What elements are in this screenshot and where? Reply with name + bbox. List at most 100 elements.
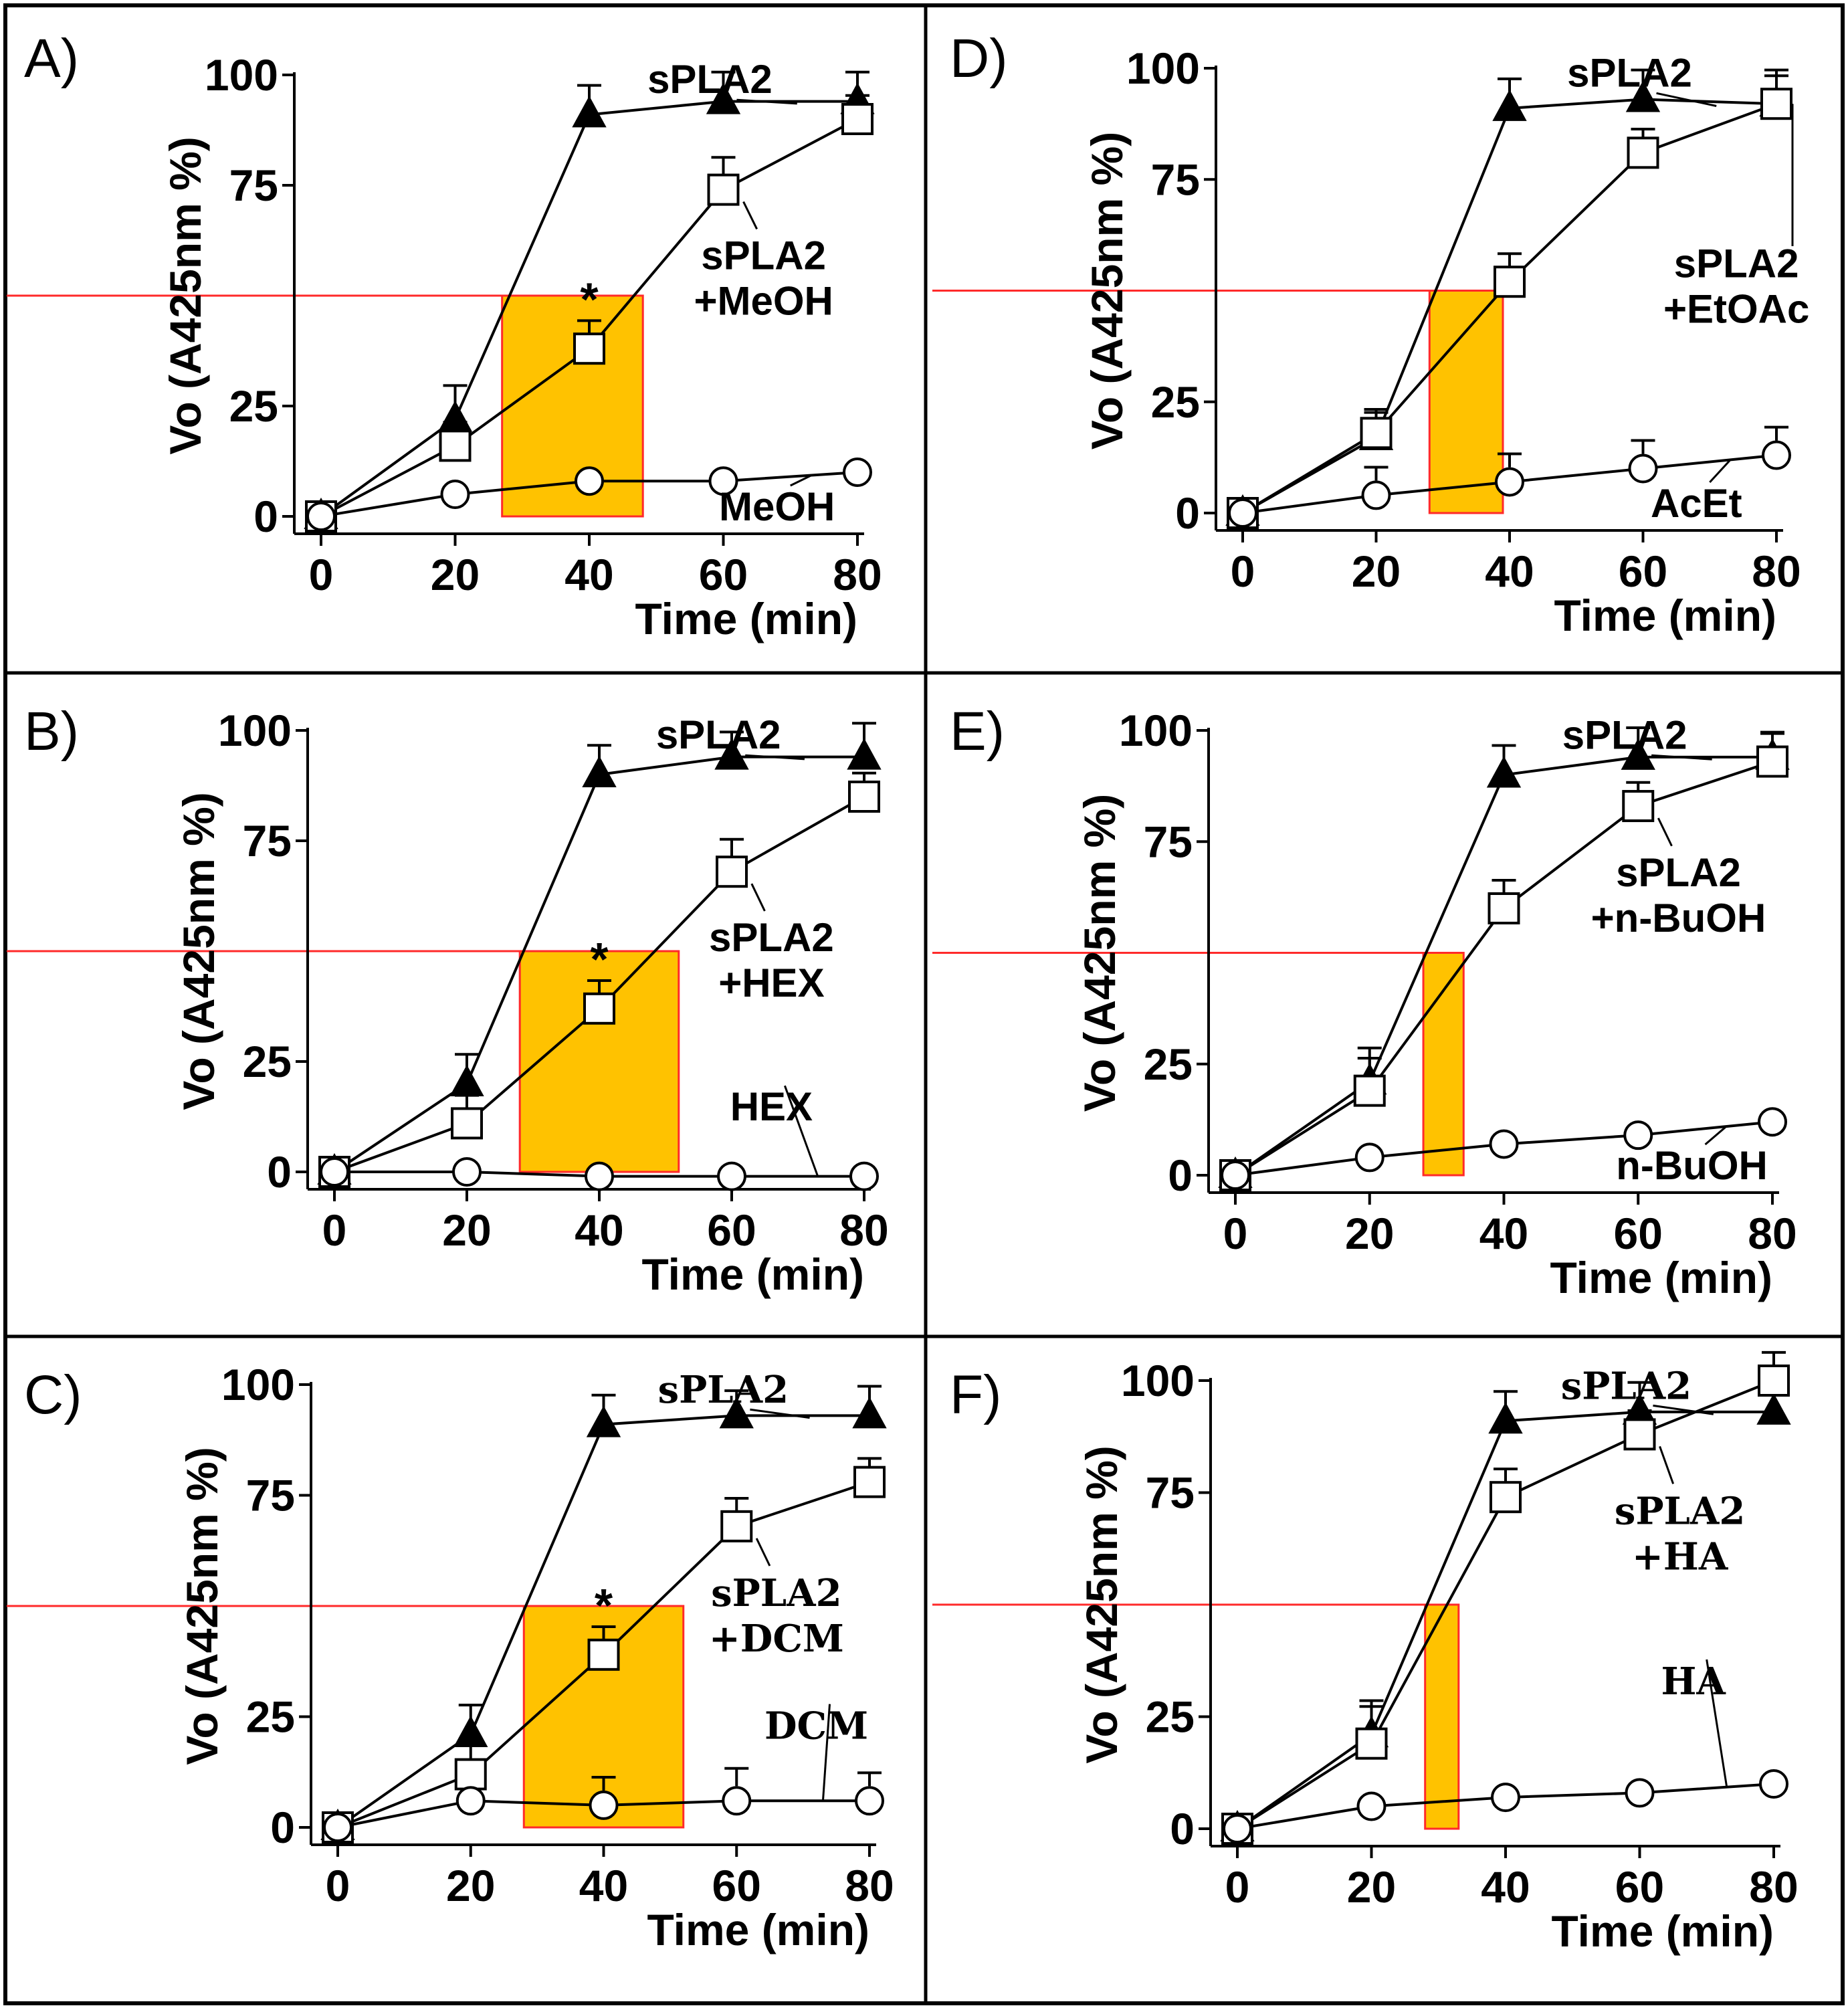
x-tick-label: 20 [446,1861,495,1910]
x-tick-label: 0 [1231,546,1255,596]
y-axis-title: Vo (A425nm %) [174,792,223,1110]
marker-square [1353,1074,1386,1107]
marker-triangle [1488,1402,1523,1434]
x-tick-label: 0 [322,1205,347,1255]
x-axis-title: Time (min) [1550,1253,1772,1302]
y-tick-label: 75 [246,1471,295,1520]
marker-circle [717,1161,746,1191]
marker-circle [1495,467,1524,497]
leader-line-mid [742,201,758,230]
marker-square [716,856,748,888]
series-label-bottom: MeOH [719,484,835,529]
y-axis-title: Vo (A425nm %) [1075,794,1124,1112]
marker-circle [1491,1783,1520,1813]
panel-letter: E) [950,701,1005,762]
series-label-mid-line: sPLA2 [1615,1489,1745,1533]
leader-line-bottom [1706,1659,1728,1788]
y-axis-title: Vo (A425nm %) [1077,1445,1126,1764]
marker-triangle [852,1397,887,1429]
leader-line-mid [1657,817,1673,847]
marker-triangle [714,738,749,770]
significance-asterisk: * [580,273,599,325]
marker-circle [589,1790,619,1820]
y-axis-title: Vo (A425nm %) [161,136,210,455]
y-tick-label: 0 [1168,1150,1193,1200]
significance-asterisk: * [595,1579,613,1631]
marker-square [1622,790,1655,823]
marker-circle [1759,1769,1788,1799]
x-tick-label: 40 [1479,1209,1528,1258]
marker-circle [1489,1129,1519,1159]
marker-square [841,103,874,135]
marker-circle [306,502,336,531]
x-tick-label: 20 [442,1205,491,1255]
marker-circle [455,1786,486,1816]
series-label-mid-line: sPLA2 [711,1571,841,1615]
marker-circle [1361,480,1391,510]
series-label-top: sPLA2 [658,1368,789,1412]
y-tick-label: 100 [221,1360,295,1409]
series-label-mid-line: +EtOAc [1663,287,1809,332]
series-label-bottom: n-BuOH [1616,1143,1768,1188]
leader-line-top [1653,1404,1714,1415]
marker-square [1623,1418,1656,1451]
series-label-mid-line: sPLA2 [1674,241,1799,286]
marker-circle [1758,1107,1787,1137]
series-label-top: sPLA2 [656,712,781,757]
y-tick-label: 75 [1151,155,1200,204]
x-tick-label: 80 [833,550,882,599]
marker-circle [722,1786,752,1816]
significance-asterisk: * [590,933,609,985]
y-tick-label: 75 [1146,1468,1195,1518]
y-tick-label: 25 [246,1692,295,1742]
leader-line-top [745,754,805,761]
y-axis-title: Vo (A425nm %) [177,1447,227,1765]
x-axis-title: Time (min) [1554,591,1776,640]
x-axis-title: Time (min) [1552,1906,1774,1956]
marker-square [583,992,615,1025]
y-tick-label: 25 [229,381,278,431]
x-tick-label: 40 [575,1205,623,1255]
marker-triangle [706,82,741,114]
marker-triangle [449,1064,484,1096]
x-tick-label: 20 [431,550,480,599]
series-label-mid-line: +DCM [709,1617,844,1661]
half-max-band [1428,290,1504,514]
marker-triangle [1486,756,1522,788]
x-axis-title: Time (min) [635,594,857,643]
x-tick-label: 40 [564,550,613,599]
y-tick-label: 25 [1146,1692,1195,1742]
x-tick-label: 60 [1615,1862,1664,1912]
series-label-bottom: HEX [730,1084,813,1129]
leader-line-mid [1659,1445,1675,1484]
marker-triangle [1625,80,1661,112]
y-tick-label: 0 [253,492,278,541]
marker-square [573,332,605,365]
marker-circle [323,1813,352,1842]
leader-line-top [736,98,797,105]
y-tick-label: 0 [270,1803,295,1852]
half-max-band [1422,952,1465,1177]
x-tick-label: 20 [1352,546,1401,596]
y-tick-label: 100 [1126,43,1200,93]
marker-square [1487,892,1520,924]
marker-square [451,1107,483,1140]
marker-square [1756,745,1788,778]
marker-circle [452,1157,482,1187]
series-label-top: sPLA2 [1567,50,1692,95]
marker-circle [585,1161,614,1191]
marker-circle [1354,1142,1384,1173]
marker-triangle [572,96,607,128]
marker-square [1760,88,1792,120]
x-tick-label: 0 [1223,1209,1248,1258]
marker-triangle [847,738,882,770]
x-tick-label: 20 [1345,1209,1394,1258]
y-tick-label: 100 [218,706,292,755]
y-tick-label: 75 [229,161,278,210]
x-axis-title: Time (min) [642,1249,864,1299]
panel-letter: A) [24,28,79,89]
y-tick-label: 0 [267,1147,292,1197]
